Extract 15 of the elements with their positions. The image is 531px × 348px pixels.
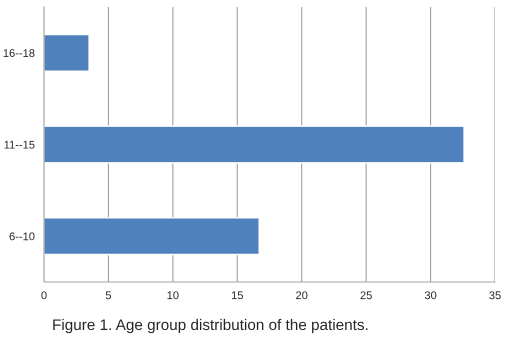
x-tick-label: 10 [168,291,179,300]
bar [44,34,90,72]
x-tick-label: 5 [106,291,112,300]
x-tick-label: 0 [41,291,47,300]
bar [44,217,260,256]
caption: Figure 1. Age group distribution of the patients. [53,318,368,334]
x-tick-label: 15 [232,291,243,300]
x-tick-label: 20 [296,291,308,300]
y-tick-label: 6--10 [10,232,35,240]
x-tick-label: 35 [489,291,501,300]
x-tick-label: 25 [360,291,372,300]
x-tick-label: 30 [424,291,436,300]
bar [44,125,465,164]
y-tick-label: 11--15 [4,140,35,149]
y-tick-label: 16--18 [4,49,34,57]
